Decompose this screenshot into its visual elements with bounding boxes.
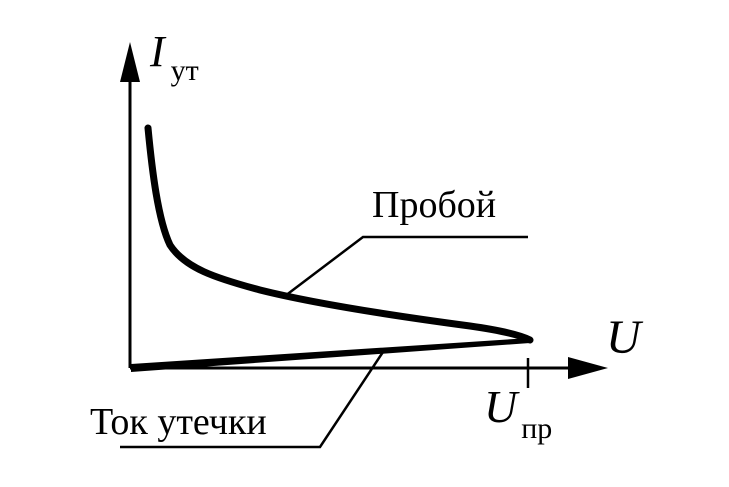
y-axis-arrowhead	[120, 42, 140, 82]
y-axis-subscript: ут	[170, 54, 199, 87]
breakdown-annotation-text: Пробой	[372, 184, 497, 226]
y-axis-symbol: I	[150, 27, 165, 76]
breakdown-voltage-symbol: U	[484, 381, 518, 432]
x-axis-arrowhead	[568, 357, 608, 379]
breakdown-voltage-subscript: пр	[521, 412, 553, 445]
breakdown-curve	[144, 124, 534, 344]
x-axis-symbol: U	[606, 311, 641, 364]
x-axis-label: U	[606, 314, 641, 362]
breakdown-annotation: Пробой	[372, 186, 496, 224]
breakdown-leader-line	[284, 235, 528, 297]
leakage-annotation-text: Ток утечки	[90, 401, 267, 443]
leakage-annotation: Ток утечки	[90, 403, 267, 441]
leakage-leader-line	[120, 351, 385, 449]
leakage-curve	[131, 338, 530, 372]
